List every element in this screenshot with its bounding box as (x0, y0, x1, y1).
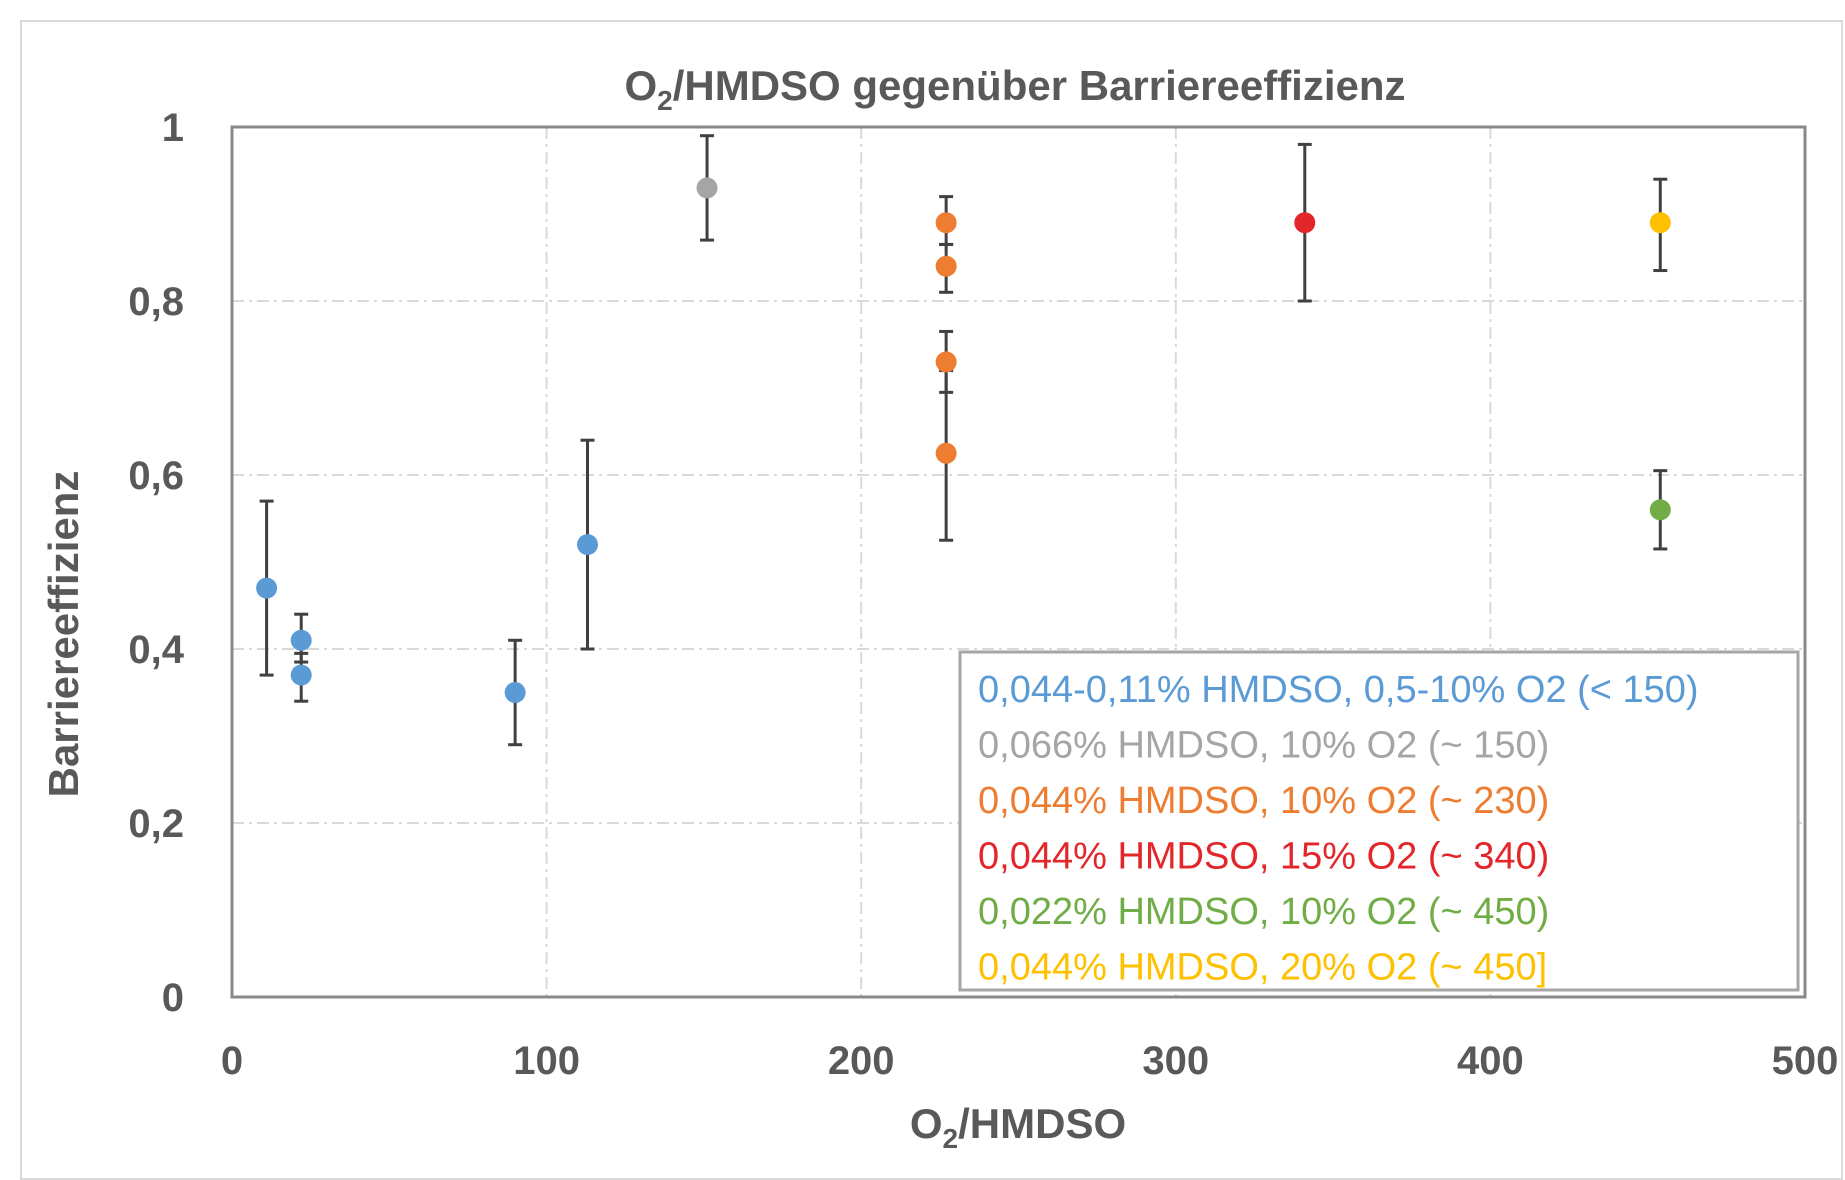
x-tick-labels: 0 100 200 300 400 500 (221, 1039, 1839, 1083)
x-tick-label: 300 (1142, 1039, 1209, 1083)
y-tick-label: 0 (162, 976, 184, 1020)
data-point (504, 682, 526, 703)
x-tick-label: 100 (513, 1039, 580, 1083)
legend-box (958, 650, 1800, 992)
x-axis-title-subscript: 2 (943, 1123, 959, 1154)
data-point (935, 212, 957, 234)
legend-entry: 0,044-0,11% HMDSO, 0,5-10% O2 (< 150) (978, 669, 1699, 711)
chart-title-rest: /HMDSO gegenüber Barriereeffizienz (673, 62, 1406, 109)
y-axis-title: Barriereeffizienz (40, 471, 87, 798)
chart-title-subscript: 2 (657, 85, 673, 116)
data-points (256, 177, 1671, 703)
data-point (290, 629, 312, 651)
data-point (1649, 499, 1671, 521)
data-point (290, 664, 312, 686)
data-point (696, 177, 718, 199)
x-tick-label: 500 (1772, 1039, 1839, 1083)
legend-entry: 0,066% HMDSO, 10% O2 (~ 150) (978, 725, 1549, 767)
chart-title: O2/HMDSO gegenüber Barriereeffizienz (624, 62, 1405, 116)
chart-title-main: O (624, 62, 657, 109)
y-tick-label: 0,8 (128, 280, 184, 324)
legend-entry: 0,044% HMDSO, 15% O2 (~ 340) (978, 836, 1549, 878)
y-tick-label: 0,6 (128, 454, 184, 498)
y-tick-label: 0,4 (128, 628, 184, 672)
legend: 0,044-0,11% HMDSO, 0,5-10% O2 (< 150) 0,0… (958, 650, 1800, 992)
x-tick-label: 400 (1457, 1039, 1524, 1083)
data-point (1649, 212, 1671, 234)
data-point (1294, 212, 1316, 234)
data-point (256, 577, 278, 599)
x-axis-title: O2/HMDSO (910, 1100, 1126, 1154)
y-tick-label: 1 (162, 106, 184, 150)
y-tick-label: 0,2 (128, 802, 184, 846)
data-point (935, 255, 957, 277)
x-axis-title-rest: /HMDSO (958, 1100, 1126, 1147)
x-tick-label: 0 (221, 1039, 243, 1083)
y-tick-labels: 0 0,2 0,4 0,6 0,8 1 (128, 106, 184, 1020)
plot-area-border (230, 125, 1807, 999)
legend-entry: 0,044% HMDSO, 20% O2 (~ 450] (978, 947, 1547, 989)
data-point (576, 534, 598, 556)
legend-entry: 0,044% HMDSO, 10% O2 (~ 230) (978, 780, 1549, 822)
legend-entry: 0,022% HMDSO, 10% O2 (~ 450) (978, 891, 1549, 933)
legend-items: 0,044-0,11% HMDSO, 0,5-10% O2 (< 150) 0,0… (978, 669, 1699, 989)
x-tick-label: 200 (828, 1039, 895, 1083)
x-axis-title-main: O (910, 1100, 943, 1147)
data-point (935, 351, 957, 373)
data-point (935, 442, 957, 464)
